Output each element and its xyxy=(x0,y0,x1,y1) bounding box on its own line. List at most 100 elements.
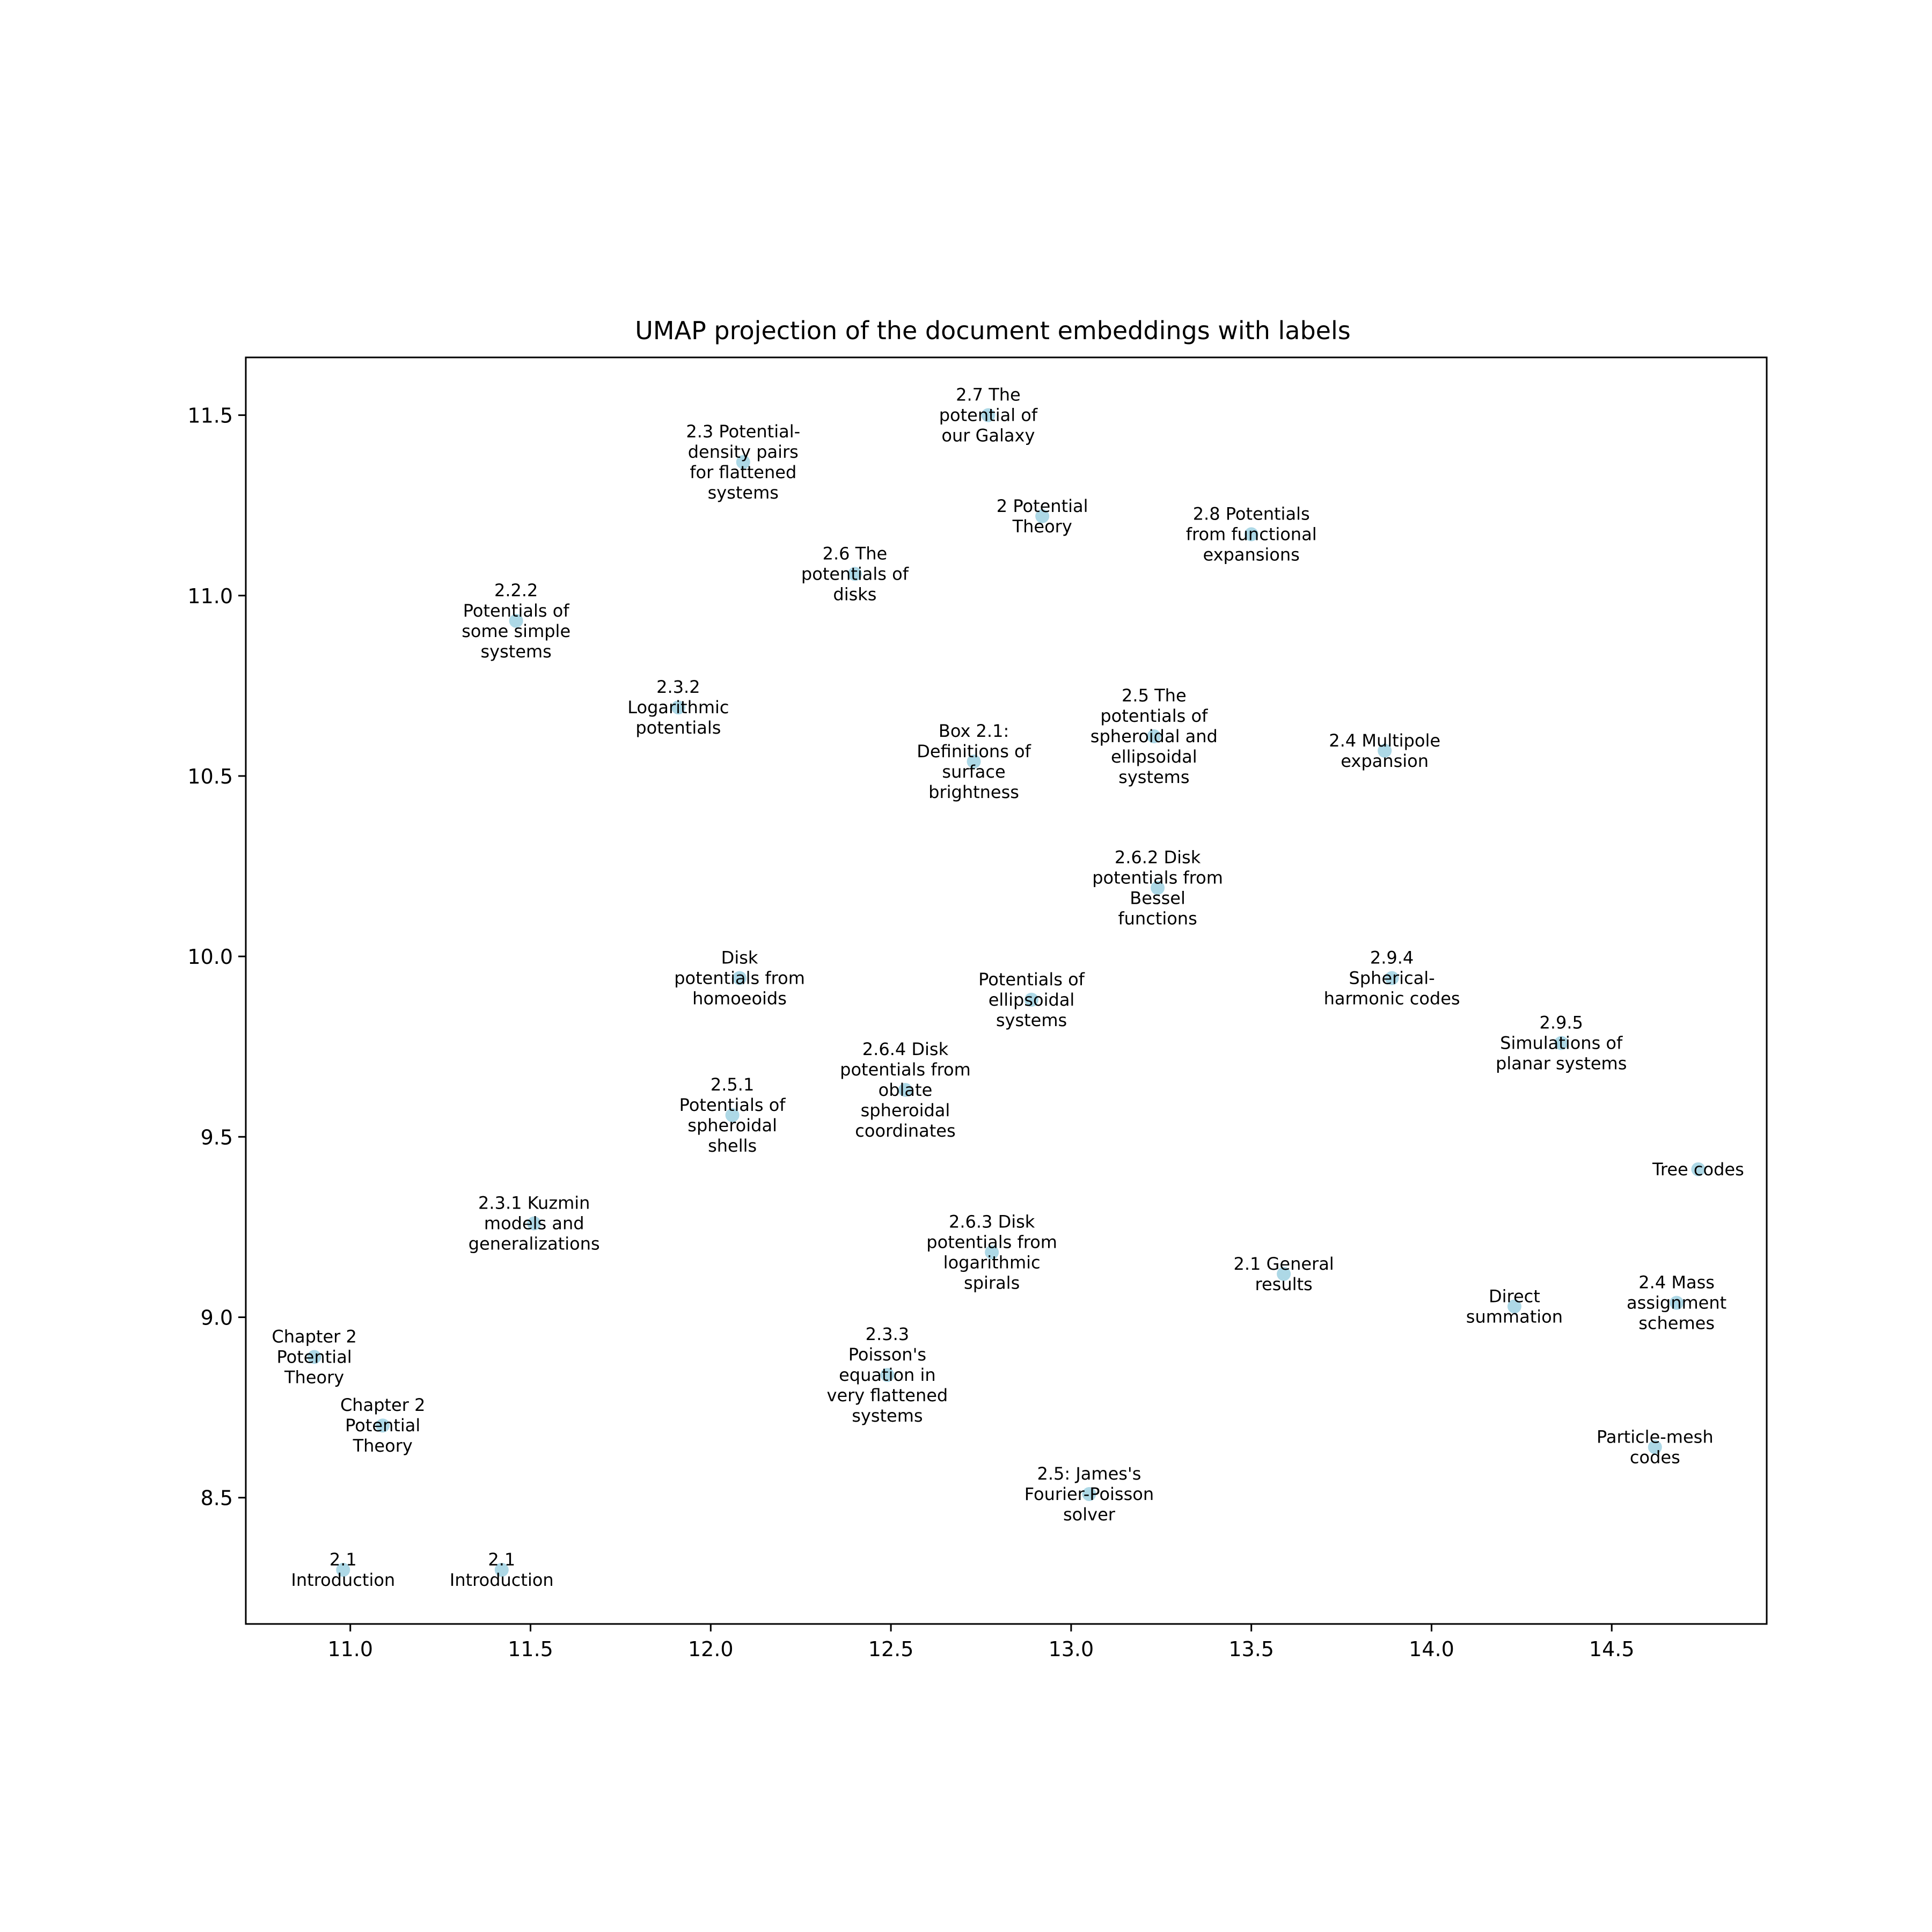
point-label-line: potentials from xyxy=(674,968,805,988)
x-tick-label: 13.5 xyxy=(1228,1637,1274,1661)
point-label-line: 2.1 General xyxy=(1234,1254,1334,1274)
point-label-line: equation in xyxy=(839,1365,936,1385)
point-label: 2.2.2 Potentials of some simple systems xyxy=(462,580,570,662)
data-point xyxy=(671,700,685,715)
point-label-line: our Galaxy xyxy=(941,426,1035,446)
point-label-line: systems xyxy=(480,641,551,662)
point-label-line: assignment xyxy=(1627,1293,1726,1313)
point-label-line: 2.9.4 xyxy=(1370,947,1414,968)
y-tick-label: 11.0 xyxy=(187,584,233,608)
x-tick-label: 13.0 xyxy=(1049,1637,1094,1661)
data-point xyxy=(527,1216,541,1231)
point-label-line: 2.7 The xyxy=(956,385,1021,405)
point-label-line: spheroidal xyxy=(861,1100,950,1121)
x-tick-label: 12.5 xyxy=(868,1637,914,1661)
axes-layer: 11.0 11.5 12.0 12.5 13.0 13.5 14.0 14.5 8.5 9.0 9.… xyxy=(187,356,1768,1661)
point-label-line: schemes xyxy=(1638,1313,1715,1334)
point-label-line: potentials from xyxy=(840,1059,971,1080)
point-label-line: ellipsoidal xyxy=(989,990,1075,1010)
y-tick-label: 11.5 xyxy=(187,404,233,428)
data-point xyxy=(981,408,996,422)
point-label: 2.6 The potentials of disks xyxy=(801,543,909,604)
chart-title: UMAP projection of the document embeddin… xyxy=(635,316,1350,345)
point-label-line: Bessel xyxy=(1130,888,1185,908)
point-label-line: from functional xyxy=(1186,524,1317,544)
data-point xyxy=(1554,1036,1569,1050)
point-label-line: systems xyxy=(1118,767,1189,787)
point-label-line: potentials of xyxy=(1100,706,1208,726)
point-label-line: solver xyxy=(1063,1504,1116,1525)
data-point xyxy=(376,1418,390,1433)
point-label-line: Theory xyxy=(284,1367,344,1387)
point-label: 2.9.5 Simulations of planar systems xyxy=(1496,1012,1627,1073)
data-point xyxy=(1670,1296,1684,1310)
point-label-line: harmonic codes xyxy=(1324,988,1460,1008)
point-label-line: potentials from xyxy=(926,1232,1057,1252)
point-label: Potentials of ellipsoidal systems xyxy=(978,969,1085,1030)
point-label: Tree codes xyxy=(1652,1159,1744,1180)
x-tick-label: 14.5 xyxy=(1589,1637,1635,1661)
point-label-line: 2.5 The xyxy=(1122,685,1187,706)
point-label-line: Theory xyxy=(353,1436,413,1456)
point-label-line: 2.4 Mass xyxy=(1638,1272,1715,1293)
point-label-line: 2.5.1 xyxy=(711,1074,754,1095)
point-label-line: Spherical- xyxy=(1349,968,1435,988)
y-tick-label: 10.5 xyxy=(187,765,233,788)
point-label-line: Theory xyxy=(1012,516,1072,537)
data-point xyxy=(1151,881,1165,895)
point-label-line: potential of xyxy=(939,405,1038,426)
point-label: 2.8 Potentials from functional expansions xyxy=(1186,503,1317,565)
point-label-line: ellipsoidal xyxy=(1111,747,1197,767)
point-label-line: Chapter 2 xyxy=(340,1395,425,1415)
point-labels-layer: 2.7 The potential of our Galaxy 2.3 Potenti… xyxy=(272,385,1744,1591)
point-label-line: Box 2.1: xyxy=(939,721,1009,741)
point-label-line: models and xyxy=(484,1213,584,1234)
point-label-line: 2.1 xyxy=(488,1549,515,1570)
point-label-line: Introduction xyxy=(291,1570,395,1590)
point-label: 2.4 Mass assignment schemes xyxy=(1627,1272,1726,1334)
point-label-line: for flattened xyxy=(690,462,796,482)
point-label: 2.3.1 Kuzmin models and generalizations xyxy=(469,1193,600,1254)
point-label-line: Simulations of xyxy=(1500,1033,1623,1053)
point-label-line: potentials of xyxy=(801,564,909,584)
point-label-line: 2.3.1 Kuzmin xyxy=(478,1193,590,1213)
y-tick-label: 9.5 xyxy=(201,1125,233,1149)
point-label-line: spheroidal and xyxy=(1091,726,1218,747)
point-label: Chapter 2 Potential Theory xyxy=(340,1395,425,1456)
point-label-line: Potential xyxy=(345,1415,420,1436)
data-point xyxy=(1244,527,1258,541)
point-label-line: shells xyxy=(708,1136,757,1156)
y-tick-label: 8.5 xyxy=(201,1487,233,1510)
y-tick-label: 10.0 xyxy=(187,945,233,969)
plot-frame xyxy=(245,356,1768,1625)
point-label-line: Potentials of xyxy=(463,601,570,621)
data-point xyxy=(494,1563,509,1577)
point-label: 2.5.1 Potentials of spheroidal shells xyxy=(679,1074,786,1156)
data-point xyxy=(847,567,862,581)
point-label: Chapter 2 Potential Theory xyxy=(272,1326,356,1387)
point-label: 2.3.3 Poisson's equation in very flattened s… xyxy=(827,1324,948,1426)
point-label-line: expansion xyxy=(1341,751,1429,771)
data-point xyxy=(880,1368,895,1382)
point-label-line: expansions xyxy=(1203,544,1299,565)
data-point xyxy=(736,455,750,469)
point-label-line: Particle-mesh xyxy=(1597,1427,1714,1447)
point-label-line: 2.6.3 Disk xyxy=(949,1211,1035,1232)
point-label-line: very flattened xyxy=(827,1385,948,1406)
point-label-line: 2.9.5 xyxy=(1539,1012,1583,1033)
point-label-line: summation xyxy=(1466,1306,1563,1327)
point-label: 2 Potential Theory xyxy=(997,496,1088,537)
point-label-line: Potential xyxy=(277,1346,352,1367)
point-label-line: 2.3.3 xyxy=(866,1324,909,1344)
point-label: 2.1 Introduction xyxy=(291,1549,395,1590)
x-tick-label: 11.0 xyxy=(327,1637,373,1661)
point-label: 2.6.4 Disk potentials from oblate spheroida… xyxy=(840,1039,971,1141)
point-label-line: Chapter 2 xyxy=(272,1326,356,1346)
point-label-line: logarithmic xyxy=(943,1252,1041,1272)
point-label-line: spirals xyxy=(964,1272,1020,1293)
data-point xyxy=(733,971,747,985)
point-label-line: homoeoids xyxy=(692,988,787,1008)
x-tick-label: 12.0 xyxy=(688,1637,734,1661)
point-label-line: disks xyxy=(833,584,876,604)
data-point xyxy=(1024,992,1039,1007)
